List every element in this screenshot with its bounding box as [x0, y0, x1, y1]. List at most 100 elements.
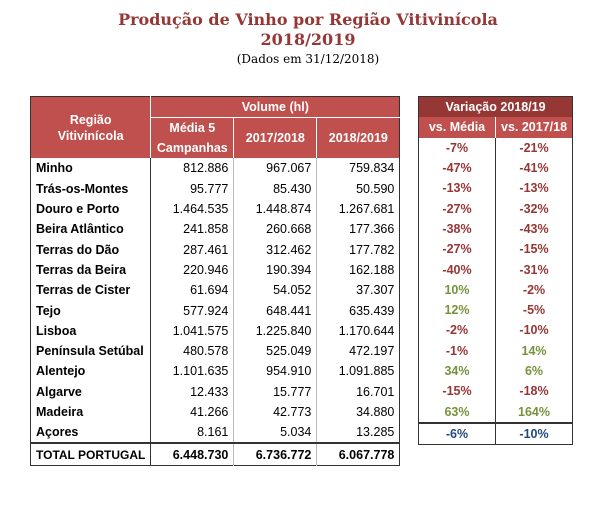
avg5-volume: 61.694: [150, 280, 235, 301]
table-row: Península Setúbal 480.578 525.049 472.197: [30, 340, 400, 362]
variation-vs-2017-2018: -5%: [522, 303, 546, 318]
variation-vs-2017-2018: -32%: [519, 201, 549, 216]
volume-2017-2018: 85.430: [233, 178, 318, 199]
variation-vs-average: 10%: [418, 279, 496, 300]
region-name: Terras da Beira: [30, 259, 152, 281]
volume-2018-2019: 1.170.644: [338, 323, 395, 338]
volume-2017-2018: 312.462: [233, 239, 318, 260]
variation-row: -27% -32%: [418, 198, 573, 219]
table-row: Minho 812.886 967.067 759.834: [30, 158, 400, 179]
volume-2018-2019: 34.880: [356, 405, 395, 419]
avg5-volume: 41.266: [150, 401, 235, 423]
variation-vs-average: -13%: [418, 178, 496, 199]
variation-vs-2017-2018: -10%: [519, 323, 549, 338]
total-volume-2018-2019: 6.067.778: [316, 442, 400, 466]
avg5-volume: 287.461: [150, 239, 235, 260]
variation-vs-2017-2018: 6%: [524, 364, 544, 378]
volume-2018-2019: 177.782: [349, 242, 395, 257]
total-row: TOTAL PORTUGAL 6.448.730 6.736.772 6.067.77…: [30, 442, 400, 466]
avg5-volume: 8.161: [150, 422, 235, 444]
table-row: Lisboa 1.041.575 1.225.840 1.170.644: [30, 320, 400, 341]
volume-2017-2018: 954.910: [233, 361, 318, 382]
variation-vs-2017-2018: 164%: [518, 404, 551, 419]
avg5-volume: 1.041.575: [150, 320, 235, 341]
variation-vs-2017-2018: -13%: [519, 181, 549, 196]
region-name: Açores: [30, 422, 152, 444]
volume-2018-2019: 1.267.681: [338, 202, 395, 217]
volume-header-row: Região Vitivinícola Volume (hl): [30, 96, 400, 159]
total-variation-vs-average: -6%: [418, 421, 496, 445]
volume-2018-2019: 635.439: [349, 303, 395, 318]
table-row: Alentejo 1.101.635 954.910 1.091.885: [30, 361, 400, 382]
variation-row: 12% -5%: [418, 299, 573, 321]
table-row: Terras do Dão 287.461 312.462 177.782: [30, 239, 400, 260]
region-name: Algarve: [30, 381, 152, 402]
volume-2018-2019: 759.834: [349, 161, 395, 176]
total-avg5-volume: 6.448.730: [150, 442, 235, 466]
volume-subheader-row: Média 5 Campanhas 2017/2018 2018/2019: [31, 117, 400, 159]
variation-row: 34% 6%: [418, 360, 573, 382]
variation-row: 10% -2%: [418, 279, 573, 300]
volume-2018-2019: 177.366: [349, 222, 395, 237]
variation-vs-average: 34%: [418, 360, 496, 382]
variation-row: -40% -31%: [418, 259, 573, 280]
region-name: Douro e Porto: [30, 198, 152, 220]
total-label: TOTAL PORTUGAL: [30, 442, 152, 466]
avg5-volume: 241.858: [150, 219, 235, 240]
variation-vs-2017-2018: 14%: [521, 343, 547, 358]
variation-subheader-row: vs. Média vs. 2017/18: [418, 117, 573, 138]
y1718-column-header: 2017/2018: [233, 117, 318, 159]
avg5-column-header: Média 5 Campanhas: [150, 117, 235, 159]
variation-header-row: Variação 2018/19: [418, 96, 573, 118]
table-row: Algarve 12.433 15.777 16.701: [30, 381, 400, 402]
variation-table: Variação 2018/19 vs. Média vs. 2017/18 -…: [418, 96, 574, 446]
variation-vs-average: -1%: [418, 340, 496, 361]
variation-row: -15% -18%: [418, 381, 573, 402]
variation-vs-average: -27%: [418, 198, 496, 219]
volume-2017-2018: 42.773: [233, 401, 318, 423]
volume-2017-2018: 1.448.874: [233, 198, 318, 220]
variation-row: -2% -10%: [418, 320, 573, 341]
table-row: Trás-os-Montes 95.777 85.430 50.590: [30, 178, 400, 199]
table-row: Açores 8.161 5.034 13.285: [30, 422, 400, 444]
variation-vs-average: -38%: [418, 218, 496, 240]
y1819-column-header: 2018/2019: [316, 117, 400, 159]
volume-2018-2019: 37.307: [356, 283, 395, 298]
variation-group-header: Variação 2018/19: [418, 96, 573, 118]
variation-vs-average: -27%: [418, 239, 496, 260]
volume-2017-2018: 648.441: [233, 300, 318, 321]
volume-2018-2019: 472.197: [349, 344, 395, 359]
variation-vs-average: 12%: [418, 299, 496, 321]
region-name: Tejo: [30, 300, 152, 321]
variation-vs-2017-2018: -15%: [519, 242, 549, 257]
table-row: Terras de Cister 61.694 54.052 37.307: [30, 280, 400, 301]
variation-row: 63% 164%: [418, 401, 573, 423]
variation-row: -27% -15%: [418, 239, 573, 260]
region-name: Lisboa: [30, 320, 152, 341]
report-period: 2018/2019: [260, 30, 356, 49]
variation-vs-2017-2018: -18%: [519, 384, 549, 399]
region-name: Alentejo: [30, 361, 152, 382]
volume-2018-2019: 16.701: [356, 384, 395, 399]
variation-vs-2017-2018: -31%: [519, 262, 549, 277]
region-name: Península Setúbal: [30, 340, 152, 362]
volume-2017-2018: 1.225.840: [233, 320, 318, 341]
variation-vs-average: -15%: [418, 381, 496, 402]
table-row: Beira Atlântico 241.858 260.668 177.366: [30, 219, 400, 240]
avg5-volume: 1.101.635: [150, 361, 235, 382]
variation-vs-average: -7%: [418, 137, 496, 158]
variation-vs-average: -40%: [418, 259, 496, 280]
variation-vs-2017-2018: -21%: [519, 140, 549, 155]
volume-2017-2018: 525.049: [233, 340, 318, 362]
region-name: Terras de Cister: [30, 280, 152, 301]
region-column-header: Região Vitivinícola: [30, 96, 152, 159]
volume-2017-2018: 967.067: [233, 158, 318, 179]
volume-2017-2018: 15.777: [233, 381, 318, 402]
variation-vs-2017-2018: -2%: [522, 282, 546, 297]
avg5-volume: 12.433: [150, 381, 235, 402]
variation-vs-average: 63%: [418, 401, 496, 423]
region-name: Minho: [30, 158, 152, 179]
total-volume-2017-2018: 6.736.772: [233, 442, 318, 466]
region-name: Madeira: [30, 401, 152, 423]
variation-row: -1% 14%: [418, 340, 573, 361]
